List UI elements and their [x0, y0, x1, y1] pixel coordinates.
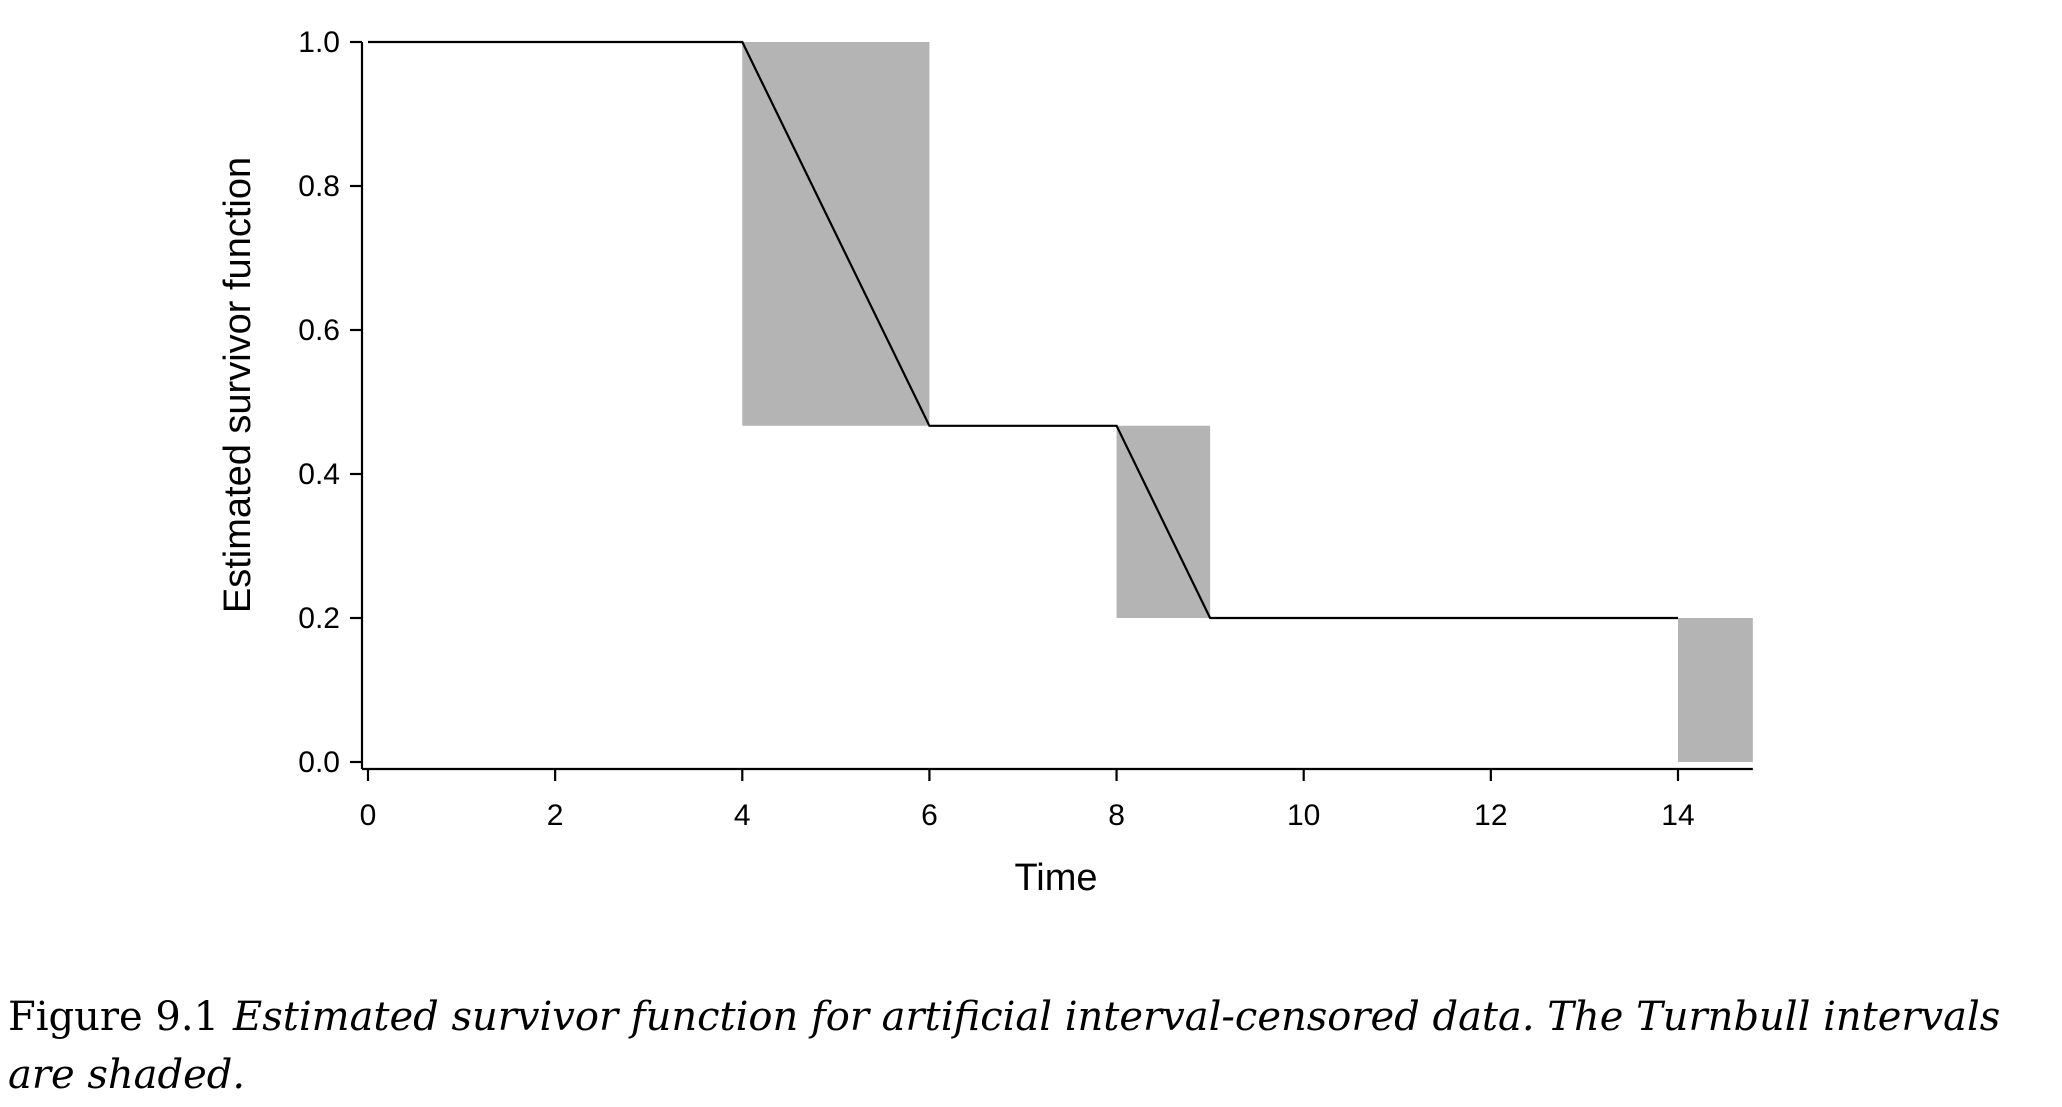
turnbull-interval-3	[1677, 618, 1753, 762]
axes: 0.0 0.2 0.4 0.6 0.8 1.0 0 2 4 6 8 10 12 14	[298, 26, 1753, 832]
x-tick-label-3: 6	[921, 799, 938, 832]
turnbull-intervals	[742, 42, 1753, 762]
survivor-chart: 0.0 0.2 0.4 0.6 0.8 1.0 0 2 4 6 8 10 12 14 Time Estim…	[217, 26, 1753, 899]
x-axis-title: Time	[1014, 857, 1097, 899]
y-tick-label-0: 0.0	[298, 746, 340, 779]
y-tick-label-2: 0.4	[298, 458, 340, 491]
survivor-line-1	[368, 40, 1678, 620]
caption-text: Estimated survivor function for artifici…	[8, 994, 2001, 1098]
y-tick-label-4: 0.8	[298, 170, 340, 203]
caption-label: Figure 9.1	[8, 994, 220, 1040]
x-tick-label-6: 12	[1474, 799, 1507, 832]
x-tick-label-0: 0	[360, 799, 377, 832]
y-axis-title: Estimated survivor function	[217, 157, 259, 613]
y-tick-label-3: 0.6	[298, 314, 340, 347]
survivor-curve	[368, 40, 1678, 620]
x-tick-label-1: 2	[547, 799, 564, 832]
y-tick-label-5: 1.0	[298, 26, 340, 59]
x-tick-label-5: 10	[1287, 799, 1320, 832]
x-tick-label-2: 4	[734, 799, 751, 832]
figure-caption: Figure 9.1 Estimated survivor function fo…	[8, 988, 2058, 1104]
x-tick-label-4: 8	[1108, 799, 1125, 832]
x-tick-label-7: 14	[1661, 799, 1694, 832]
y-tick-label-1: 0.2	[298, 602, 340, 635]
